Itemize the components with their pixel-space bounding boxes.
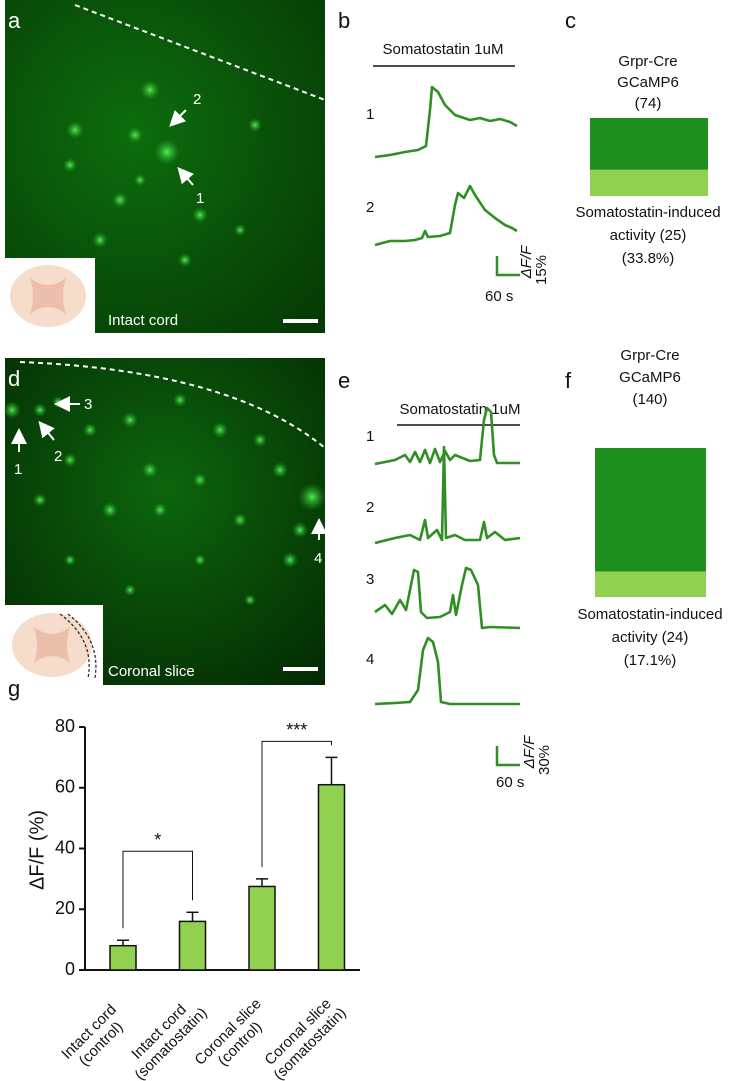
percent: (17.1%)	[624, 652, 677, 669]
percent: (33.8%)	[622, 250, 675, 267]
slice-outline	[59, 613, 97, 679]
bar	[317, 783, 346, 971]
grey-matter	[34, 627, 70, 663]
panel-label: f	[565, 368, 572, 393]
responders-title: Somatostatin-induced	[577, 606, 722, 623]
bar	[178, 920, 207, 971]
scale-bar	[495, 256, 520, 277]
responders-label: activity (25)	[610, 227, 687, 244]
panel-label: g	[8, 676, 20, 701]
scale-time: 60 s	[485, 288, 513, 305]
caption: Coronal slice	[108, 663, 195, 680]
significance-label: *	[154, 830, 161, 850]
significance-bracket	[122, 850, 193, 929]
trace-label: 2	[366, 199, 374, 216]
y-tick-label: 60	[55, 777, 75, 797]
grey-matter	[30, 278, 66, 314]
arrow-label: 1	[196, 190, 204, 207]
panel-c: c Grpr-Cre GCaMP6 (74) Somatostatin-indu…	[565, 8, 721, 267]
trace	[374, 85, 518, 159]
trace	[374, 445, 521, 545]
title: Grpr-Cre	[618, 53, 677, 70]
arrow-label: 3	[84, 396, 92, 413]
significance-bracket	[261, 740, 332, 867]
arrow	[177, 166, 194, 186]
total-label: (74)	[635, 95, 662, 112]
panel-f: f Grpr-Cre GCaMP6 (140) Somatostatin-ind…	[565, 347, 723, 669]
cells	[63, 80, 262, 267]
scale-bar	[495, 746, 520, 767]
trace	[374, 566, 521, 630]
panel-e: e Somatostatin 1uM 1 2 3 4 60 s ΔF/F 30%	[338, 368, 553, 791]
y-tick-label: 80	[55, 716, 75, 736]
panel-label: d	[8, 366, 20, 391]
responder-box	[590, 169, 708, 196]
panel-label: a	[8, 8, 21, 33]
y-tick-label: 0	[65, 959, 75, 979]
trace-label: 4	[366, 651, 374, 668]
scale-amplitude: 15%	[533, 255, 550, 285]
title: GCaMP6	[617, 74, 679, 91]
trace	[374, 636, 520, 706]
responders-label: activity (24)	[612, 629, 689, 646]
arrow-label: 2	[54, 448, 62, 465]
responders-title: Somatostatin-induced	[575, 204, 720, 221]
responder-box	[595, 571, 706, 597]
panel-label: b	[338, 8, 350, 33]
arrow-label: 2	[193, 91, 201, 108]
arrow	[38, 420, 55, 441]
caption: Intact cord	[108, 312, 178, 329]
trace	[374, 184, 518, 247]
arrow-label: 4	[314, 550, 322, 567]
scale-amplitude: 30%	[536, 745, 553, 775]
panel-a: 2 1 a Intact cord	[5, 0, 326, 333]
y-tick-label: 20	[55, 898, 75, 918]
scale-unit: ΔF/F	[521, 735, 538, 769]
y-axis-label: ΔF/F (%)	[26, 810, 48, 890]
trace-label: 1	[366, 106, 374, 123]
y-tick-label: 40	[55, 837, 75, 857]
stimulus: Somatostatin 1uM	[400, 401, 521, 418]
panel-d: 3 1 2 4 d Coronal slice	[3, 358, 327, 685]
trace-label: 2	[366, 499, 374, 516]
arrow-label: 1	[14, 461, 22, 478]
panel-b: b Somatostatin 1uM 1 2 60 s ΔF/F 15%	[338, 8, 550, 305]
significance-label: ***	[286, 720, 307, 740]
total-label: (140)	[632, 391, 667, 408]
scale-unit: ΔF/F	[518, 245, 535, 279]
arrow	[169, 109, 187, 127]
trace-label: 1	[366, 428, 374, 445]
stimulus: Somatostatin 1uM	[383, 41, 504, 58]
boundary	[19, 361, 326, 449]
trace-label: 3	[366, 571, 374, 588]
title: Grpr-Cre	[620, 347, 679, 364]
panel-label: c	[565, 8, 576, 33]
scale-time: 60 s	[496, 774, 524, 791]
bar	[109, 944, 137, 971]
bar	[248, 885, 276, 971]
title: GCaMP6	[619, 369, 681, 386]
panel-label: e	[338, 368, 350, 393]
